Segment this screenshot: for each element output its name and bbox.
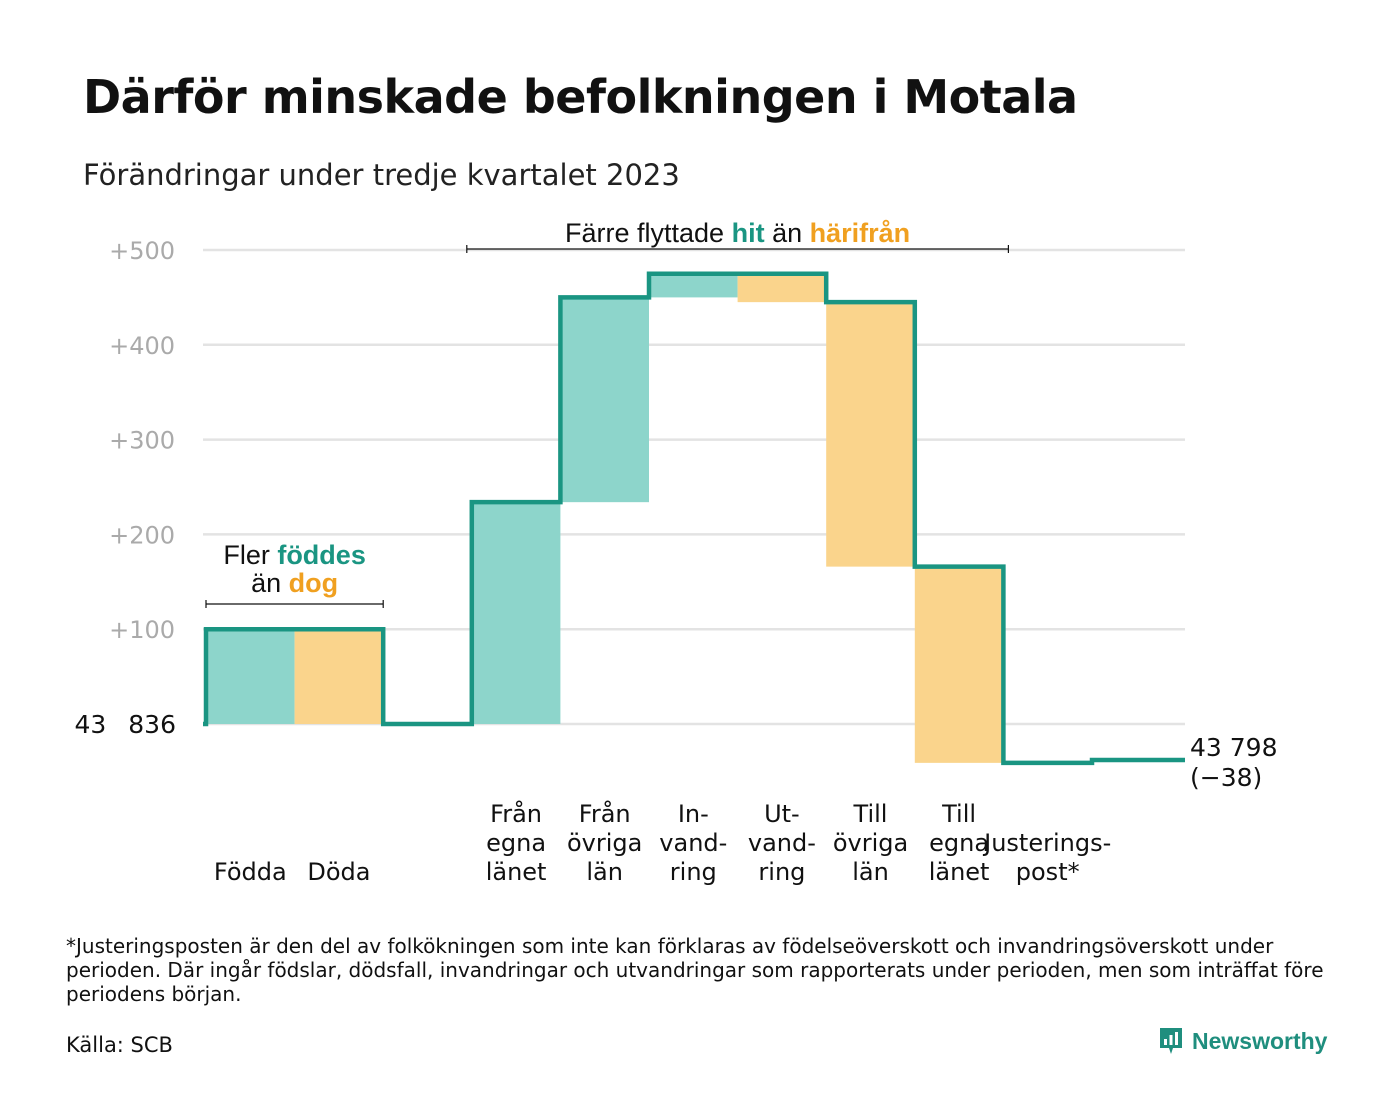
y-tick-label: +400 <box>109 332 175 360</box>
y-tick-label: +200 <box>109 521 175 549</box>
migration-annotation: Färre flyttade hit än härifrån <box>565 218 910 248</box>
category-label: Från <box>579 799 631 828</box>
bar <box>560 297 649 503</box>
category-label: ring <box>758 858 805 886</box>
category-label: vand- <box>659 829 727 857</box>
footnote: *Justeringsposten är den del av folkökni… <box>66 934 1324 1006</box>
cumulative-step-line <box>203 271 1185 766</box>
category-label: vand- <box>748 829 816 857</box>
start-value-label: 43 836 <box>75 710 176 739</box>
category-label: egna <box>486 829 546 857</box>
y-tick-label: +300 <box>109 427 175 455</box>
category-label: länet <box>929 858 990 886</box>
chart-title: Därför minskade befolkningen i Motala <box>83 70 1078 124</box>
end-change-label: (−38) <box>1190 763 1262 792</box>
category-label: övriga <box>567 829 642 857</box>
category-label: post* <box>1016 858 1080 886</box>
bar <box>737 273 827 303</box>
category-label: In- <box>678 800 709 828</box>
category-label: länet <box>486 858 547 886</box>
category-label: Till <box>853 800 888 828</box>
category-label: län <box>852 858 889 886</box>
births-annotation-line2: än dog <box>251 568 338 598</box>
source-label: Källa: SCB <box>66 1033 173 1057</box>
category-label: egna <box>929 829 989 857</box>
category-label: Döda <box>307 858 370 886</box>
bar <box>649 273 738 298</box>
bar <box>206 629 295 724</box>
bar <box>914 566 1004 763</box>
category-label: Födda <box>214 858 287 886</box>
y-tick-label: +100 <box>109 616 175 644</box>
bar <box>826 302 915 567</box>
newsworthy-logo: Newsworthy <box>1158 1026 1327 1056</box>
bar-chart-bubble-icon <box>1160 1028 1182 1054</box>
category-label: Till <box>941 800 976 828</box>
category-label: Från <box>490 799 542 828</box>
category-label: Justerings- <box>982 829 1111 857</box>
category-label: Ut- <box>764 800 800 828</box>
chart-subtitle: Förändringar under tredje kvartalet 2023 <box>83 158 680 192</box>
y-tick-label: +500 <box>109 237 175 265</box>
category-label: län <box>586 858 623 886</box>
category-label: ring <box>670 858 717 886</box>
category-label: övriga <box>833 829 908 857</box>
end-value-label: 43 798 <box>1190 733 1277 762</box>
brand-name: Newsworthy <box>1192 1027 1328 1054</box>
bar <box>294 629 384 724</box>
births-annotation-line1: Fler föddes <box>223 540 366 570</box>
bar <box>471 502 561 724</box>
